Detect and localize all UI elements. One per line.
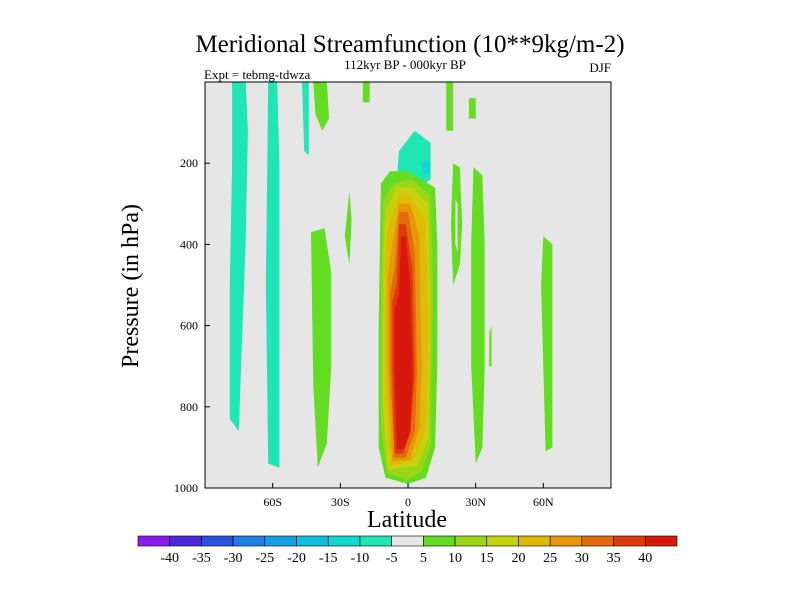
contour-region-6 [311, 228, 332, 468]
colorbar-swatch [391, 535, 424, 547]
contour-region-5 [344, 191, 352, 265]
colorbar-swatch [454, 535, 488, 547]
colorbar-swatch [359, 535, 392, 547]
colorbar-label: 40 [638, 551, 652, 566]
colorbar-label: -25 [255, 551, 274, 566]
colorbar-label: -20 [287, 551, 306, 566]
contour-region-2 [302, 82, 309, 156]
contour-region-11 [468, 98, 476, 119]
chart-subtitle: 112kyr BP - 000kyr BP [344, 57, 466, 72]
x-axis-label: Latitude [367, 507, 447, 533]
contour-region-9 [421, 159, 431, 176]
contour-region-4 [362, 82, 370, 103]
colorbar-label: -40 [160, 551, 179, 566]
contour-region-1 [265, 82, 280, 468]
colorbar-swatch [518, 535, 551, 547]
colorbar-label: 35 [607, 551, 621, 566]
contour-region-10 [446, 82, 454, 131]
x-tick-label: 0 [405, 495, 411, 509]
colorbar-label: 20 [511, 551, 525, 566]
y-tick-label: 600 [180, 319, 198, 333]
colorbar-swatch [264, 535, 297, 547]
contour-region-25 [394, 236, 413, 450]
colorbar-label: -15 [319, 551, 338, 566]
colorbar-swatch [327, 535, 361, 547]
colorbar-label: 10 [448, 551, 462, 566]
colorbar-swatch [201, 535, 234, 547]
colorbar-label: -30 [224, 551, 243, 566]
colorbar-swatch [613, 535, 646, 547]
contour-region-16 [502, 82, 510, 115]
colorbar-label: 5 [420, 551, 427, 566]
colorbar-label: -5 [386, 551, 398, 566]
plot-area [204, 81, 612, 489]
y-tick-label: 400 [180, 237, 198, 251]
colorbar-swatch [486, 535, 519, 547]
y-axis-ticks: 200 400 600 800 1000 [174, 156, 210, 495]
colorbar-label: 30 [575, 551, 589, 566]
colorbar-swatch [423, 535, 456, 547]
contour-region-13 [455, 199, 458, 253]
contour-region-15 [489, 325, 492, 367]
colorbar-swatch [169, 535, 202, 547]
experiment-label: Expt = tebmg-tdwza [204, 67, 310, 82]
season-label: DJF [589, 60, 611, 75]
y-tick-label: 800 [180, 400, 198, 414]
x-tick-label: 60S [263, 495, 282, 509]
contour-region-3 [313, 82, 330, 131]
chart-title: Meridional Streamfunction (10**9kg/m-2) [195, 31, 624, 58]
colorbar-swatch [549, 535, 583, 547]
colorbar-swatch [296, 535, 329, 547]
colorbar-label: -35 [192, 551, 211, 566]
contour-region-14 [471, 167, 485, 464]
colorbar-label: -10 [351, 551, 370, 566]
y-tick-label: 200 [180, 156, 198, 170]
colorbar-swatch [644, 535, 678, 547]
x-axis-ticks: 60S 30S 0 30N 60N [263, 483, 554, 509]
x-tick-label: 30S [331, 495, 350, 509]
colorbar-label: 15 [480, 551, 494, 566]
contour-region-0 [229, 82, 248, 432]
colorbar-swatch [232, 535, 266, 547]
colorbar-swatch [581, 535, 614, 547]
colorbar: -40 -35 -30 -25 -20 -15 -10 -5 5 10 15 20 25 30 35 40 [137, 535, 678, 566]
colorbar-swatch [137, 535, 171, 547]
contour-fills [229, 82, 553, 484]
x-tick-label: 30N [465, 495, 486, 509]
y-axis-label: Pressure (in hPa) [118, 204, 144, 368]
y-tick-label: 1000 [174, 481, 198, 495]
x-tick-label: 60N [533, 495, 554, 509]
contour-region-17 [541, 236, 553, 452]
colorbar-label: 25 [543, 551, 557, 566]
